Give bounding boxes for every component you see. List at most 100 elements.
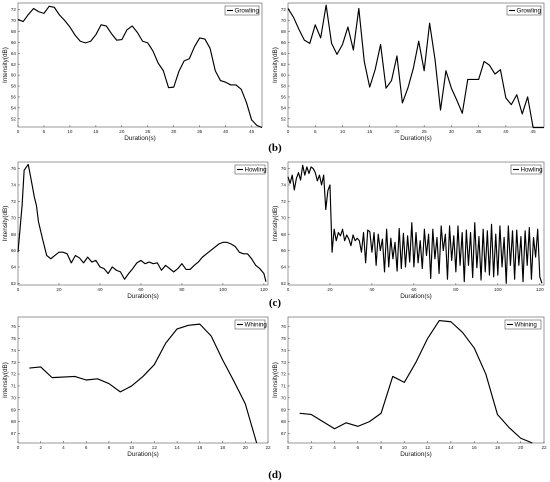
x-axis-label: Duration(s) bbox=[400, 135, 432, 142]
panel-label-d: (d) bbox=[268, 469, 282, 481]
x-tick-label: 80 bbox=[179, 287, 185, 292]
y-tick-label: 66 bbox=[11, 40, 17, 45]
y-tick-label: 69 bbox=[11, 407, 17, 412]
x-tick-label: 22 bbox=[265, 445, 271, 450]
y-tick-label: 69 bbox=[281, 407, 287, 412]
y-tick-label: 76 bbox=[281, 166, 287, 171]
panel-label-b: (b) bbox=[268, 142, 282, 154]
x-tick-label: 18 bbox=[495, 445, 501, 450]
plot-frame bbox=[287, 161, 545, 286]
y-tick-label: 68 bbox=[281, 232, 287, 237]
y-tick-label: 52 bbox=[281, 116, 287, 121]
x-tick-label: 120 bbox=[260, 287, 268, 292]
y-tick-label: 64 bbox=[11, 51, 17, 56]
x-tick-label: 35 bbox=[476, 129, 482, 134]
panel-label-c: (c) bbox=[269, 297, 282, 309]
y-tick-label: 72 bbox=[281, 199, 287, 204]
x-tick-label: 6 bbox=[357, 445, 360, 450]
x-tick-label: 20 bbox=[56, 287, 62, 292]
chart-panel-5: 0 2 4 6 8 10 12 14 16 18 20 2267686970717273747576D… bbox=[2, 316, 271, 458]
x-tick-label: 0 bbox=[287, 287, 290, 292]
plot-frame bbox=[17, 2, 263, 128]
x-tick-label: 14 bbox=[175, 445, 181, 450]
legend: Growling bbox=[224, 5, 260, 16]
x-tick-label: 16 bbox=[472, 445, 478, 450]
y-tick-label: 56 bbox=[11, 95, 17, 100]
x-tick-label: 5 bbox=[43, 129, 46, 134]
x-tick-label: 10 bbox=[402, 445, 408, 450]
y-tick-label: 70 bbox=[11, 215, 17, 220]
legend-label: Growling bbox=[235, 8, 260, 15]
y-tick-label: 68 bbox=[11, 232, 17, 237]
x-tick-label: 20 bbox=[394, 129, 400, 134]
x-tick-label: 22 bbox=[541, 445, 547, 450]
plot-frame bbox=[287, 316, 545, 444]
y-tick-label: 76 bbox=[11, 324, 17, 329]
x-axis-label: Duration(s) bbox=[127, 451, 159, 458]
plot-frame bbox=[17, 316, 269, 444]
chart-panel-4: 0 20 40 60 80 100 120 62 64 66 68 70 72 74 76 Duration(… bbox=[272, 161, 545, 300]
x-tick-label: 40 bbox=[97, 287, 103, 292]
x-tick-label: 4 bbox=[333, 445, 336, 450]
legend-box bbox=[504, 319, 542, 330]
y-tick-label: 76 bbox=[281, 324, 287, 329]
y-tick-label: 54 bbox=[281, 105, 287, 110]
y-tick-label: 70 bbox=[11, 18, 17, 23]
legend-box bbox=[506, 5, 542, 16]
legend-label: Growling bbox=[517, 8, 542, 15]
y-tick-label: 64 bbox=[281, 265, 287, 270]
x-tick-label: 15 bbox=[367, 129, 373, 134]
legend: Howling bbox=[234, 164, 267, 175]
x-tick-label: 8 bbox=[108, 445, 111, 450]
x-tick-label: 0 bbox=[17, 445, 20, 450]
x-tick-label: 8 bbox=[380, 445, 383, 450]
y-tick-label: 62 bbox=[281, 281, 287, 286]
series-line bbox=[29, 323, 258, 444]
y-tick-label: 71 bbox=[281, 384, 287, 389]
legend-box bbox=[234, 319, 266, 330]
x-tick-label: 20 bbox=[327, 287, 333, 292]
y-tick-label: 70 bbox=[281, 395, 287, 400]
x-tick-label: 6 bbox=[85, 445, 88, 450]
x-tick-label: 100 bbox=[219, 287, 227, 292]
legend-box bbox=[510, 164, 542, 175]
y-tick-label: 58 bbox=[281, 84, 287, 89]
y-tick-label: 68 bbox=[281, 419, 287, 424]
legend-label: Whining bbox=[515, 322, 538, 329]
y-tick-label: 62 bbox=[11, 281, 17, 286]
y-axis-label: Intensity(dB) bbox=[2, 362, 9, 398]
series-line bbox=[287, 4, 544, 129]
chart-panel-1: 0 5 10 15 20 25 30 35 40 45 52 54 56 58 60 62 64 66 68 70 72… bbox=[2, 2, 263, 142]
x-tick-label: 45 bbox=[531, 129, 537, 134]
y-tick-label: 68 bbox=[11, 29, 17, 34]
series-line bbox=[17, 5, 263, 129]
series-line bbox=[287, 164, 543, 284]
x-tick-label: 0 bbox=[287, 445, 290, 450]
x-tick-label: 2 bbox=[310, 445, 313, 450]
legend: Whining bbox=[234, 319, 268, 330]
y-tick-label: 73 bbox=[281, 360, 287, 365]
y-tick-label: 70 bbox=[281, 215, 287, 220]
x-tick-label: 60 bbox=[138, 287, 144, 292]
y-tick-label: 75 bbox=[11, 336, 17, 341]
x-tick-label: 16 bbox=[197, 445, 203, 450]
y-tick-label: 70 bbox=[281, 18, 287, 23]
x-tick-label: 10 bbox=[129, 445, 135, 450]
x-tick-label: 5 bbox=[314, 129, 317, 134]
y-tick-label: 56 bbox=[281, 95, 287, 100]
y-tick-label: 72 bbox=[11, 199, 17, 204]
chart-panel-2: 0 5 10 15 20 25 30 35 40 45 52 54 56 58 60 62 64 66 68 70 72… bbox=[272, 2, 545, 142]
legend-label: Whining bbox=[245, 322, 268, 329]
x-tick-label: 20 bbox=[243, 445, 249, 450]
y-tick-label: 73 bbox=[11, 360, 17, 365]
y-tick-label: 72 bbox=[11, 372, 17, 377]
legend-label: Howling bbox=[521, 167, 544, 174]
y-tick-label: 66 bbox=[11, 248, 17, 253]
x-tick-label: 10 bbox=[340, 129, 346, 134]
x-tick-label: 120 bbox=[536, 287, 544, 292]
y-tick-label: 62 bbox=[281, 62, 287, 67]
y-tick-label: 71 bbox=[11, 384, 17, 389]
y-tick-label: 60 bbox=[281, 73, 287, 78]
x-tick-label: 15 bbox=[93, 129, 99, 134]
x-tick-label: 40 bbox=[369, 287, 375, 292]
